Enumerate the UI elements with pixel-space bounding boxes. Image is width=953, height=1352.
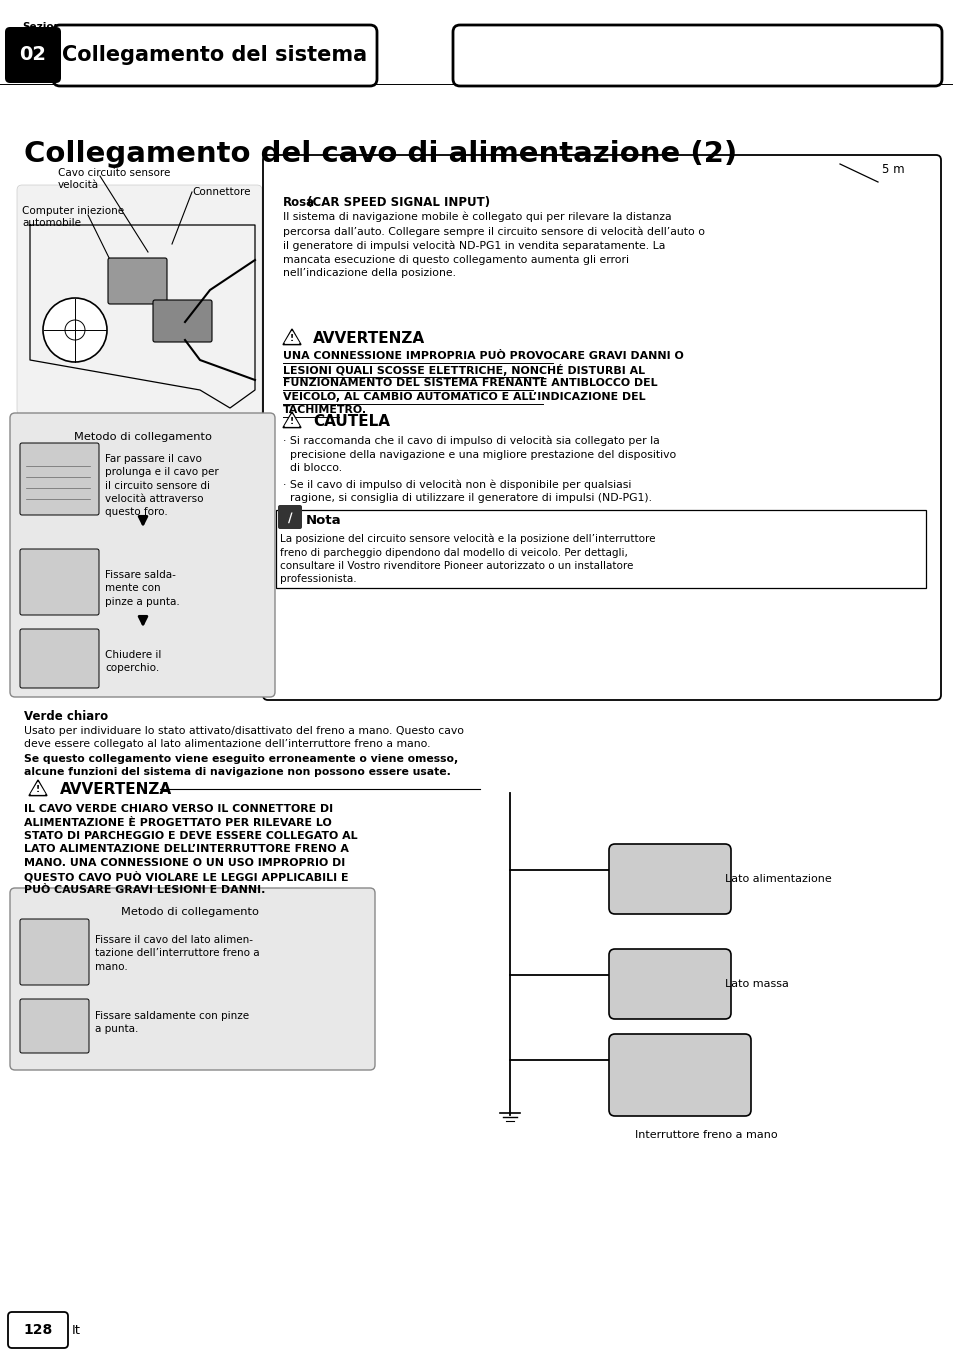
- Text: !: !: [290, 418, 294, 426]
- Text: CAUTELA: CAUTELA: [313, 414, 390, 429]
- Text: · Se il cavo di impulso di velocità non è disponibile per qualsiasi
  ragione, s: · Se il cavo di impulso di velocità non …: [283, 479, 651, 503]
- Text: 5 m: 5 m: [882, 164, 903, 176]
- Polygon shape: [30, 783, 45, 794]
- FancyBboxPatch shape: [20, 549, 99, 615]
- Text: Sezione: Sezione: [22, 22, 68, 32]
- Text: It: It: [71, 1324, 81, 1337]
- Text: La posizione del circuito sensore velocità e la posizione dell’interruttore
fren: La posizione del circuito sensore veloci…: [280, 534, 655, 584]
- Text: Fissare il cavo del lato alimen-
tazione dell’interruttore freno a
mano.: Fissare il cavo del lato alimen- tazione…: [95, 936, 259, 972]
- Text: Connettore: Connettore: [192, 187, 251, 197]
- Text: Fissare salda-
mente con
pinze a punta.: Fissare salda- mente con pinze a punta.: [105, 571, 179, 607]
- FancyBboxPatch shape: [608, 949, 730, 1019]
- Text: TACHIMETRO.: TACHIMETRO.: [283, 406, 367, 415]
- Text: VEICOLO, AL CAMBIO AUTOMATICO E ALL’INDICAZIONE DEL: VEICOLO, AL CAMBIO AUTOMATICO E ALL’INDI…: [283, 392, 645, 402]
- Text: Metodo di collegamento: Metodo di collegamento: [121, 907, 258, 917]
- FancyBboxPatch shape: [108, 258, 167, 304]
- Polygon shape: [283, 329, 301, 345]
- Polygon shape: [29, 780, 47, 796]
- Text: MANO. UNA CONNESSIONE O UN USO IMPROPRIO DI: MANO. UNA CONNESSIONE O UN USO IMPROPRIO…: [24, 859, 345, 868]
- Text: (CAR SPEED SIGNAL INPUT): (CAR SPEED SIGNAL INPUT): [303, 196, 490, 210]
- Text: Lato alimentazione: Lato alimentazione: [724, 873, 831, 884]
- FancyBboxPatch shape: [10, 412, 274, 698]
- Circle shape: [43, 297, 107, 362]
- FancyBboxPatch shape: [152, 300, 212, 342]
- FancyBboxPatch shape: [20, 629, 99, 688]
- Text: Interruttore freno a mano: Interruttore freno a mano: [635, 1130, 777, 1140]
- Text: PUÒ CAUSARE GRAVI LESIONI E DANNI.: PUÒ CAUSARE GRAVI LESIONI E DANNI.: [24, 886, 265, 895]
- FancyBboxPatch shape: [10, 888, 375, 1069]
- Polygon shape: [285, 415, 298, 426]
- Text: · Si raccomanda che il cavo di impulso di velocità sia collegato per la
  precis: · Si raccomanda che il cavo di impulso d…: [283, 435, 676, 473]
- FancyBboxPatch shape: [275, 510, 925, 588]
- Text: AVVERTENZA: AVVERTENZA: [313, 331, 425, 346]
- FancyBboxPatch shape: [277, 506, 302, 529]
- FancyBboxPatch shape: [263, 155, 940, 700]
- Text: Verde chiaro: Verde chiaro: [24, 710, 108, 723]
- Text: Metodo di collegamento: Metodo di collegamento: [74, 433, 212, 442]
- Text: Fissare saldamente con pinze
a punta.: Fissare saldamente con pinze a punta.: [95, 1011, 249, 1034]
- Text: FUNZIONAMENTO DEL SISTEMA FRENANTE ANTIBLOCCO DEL: FUNZIONAMENTO DEL SISTEMA FRENANTE ANTIB…: [283, 379, 657, 388]
- Text: Collegamento del cavo di alimentazione (2): Collegamento del cavo di alimentazione (…: [24, 141, 737, 168]
- Text: 128: 128: [24, 1324, 52, 1337]
- Text: Se questo collegamento viene eseguito erroneamente o viene omesso,
alcune funzio: Se questo collegamento viene eseguito er…: [24, 754, 457, 777]
- Text: Rosa: Rosa: [283, 196, 314, 210]
- Text: Usato per individuare lo stato attivato/disattivato del freno a mano. Questo cav: Usato per individuare lo stato attivato/…: [24, 726, 463, 749]
- Circle shape: [65, 320, 85, 339]
- Text: IL CAVO VERDE CHIARO VERSO IL CONNETTORE DI: IL CAVO VERDE CHIARO VERSO IL CONNETTORE…: [24, 804, 333, 814]
- FancyBboxPatch shape: [17, 185, 262, 415]
- Text: Collegamento del sistema: Collegamento del sistema: [62, 45, 367, 65]
- Text: ∕: ∕: [288, 511, 292, 525]
- Text: LATO ALIMENTAZIONE DELL’INTERRUTTORE FRENO A: LATO ALIMENTAZIONE DELL’INTERRUTTORE FRE…: [24, 845, 349, 854]
- Text: Cavo circuito sensore
velocità: Cavo circuito sensore velocità: [58, 168, 171, 189]
- Text: 02: 02: [19, 46, 47, 65]
- FancyBboxPatch shape: [608, 1034, 750, 1115]
- FancyBboxPatch shape: [53, 24, 376, 87]
- Text: Il sistema di navigazione mobile è collegato qui per rilevare la distanza
percor: Il sistema di navigazione mobile è colle…: [283, 212, 704, 279]
- Polygon shape: [285, 331, 298, 343]
- Text: UNA CONNESSIONE IMPROPRIA PUÒ PROVOCARE GRAVI DANNI O: UNA CONNESSIONE IMPROPRIA PUÒ PROVOCARE …: [283, 352, 683, 361]
- Text: ALIMENTAZIONE È PROGETTATO PER RILEVARE LO: ALIMENTAZIONE È PROGETTATO PER RILEVARE …: [24, 818, 332, 827]
- Text: Lato massa: Lato massa: [724, 979, 788, 990]
- FancyBboxPatch shape: [453, 24, 941, 87]
- Text: STATO DI PARCHEGGIO E DEVE ESSERE COLLEGATO AL: STATO DI PARCHEGGIO E DEVE ESSERE COLLEG…: [24, 831, 357, 841]
- Text: !: !: [290, 334, 294, 343]
- Text: Chiudere il
coperchio.: Chiudere il coperchio.: [105, 650, 161, 673]
- Text: Far passare il cavo
prolunga e il cavo per
il circuito sensore di
velocità attra: Far passare il cavo prolunga e il cavo p…: [105, 454, 218, 518]
- FancyBboxPatch shape: [20, 443, 99, 515]
- FancyBboxPatch shape: [8, 1311, 68, 1348]
- Text: LESIONI QUALI SCOSSE ELETTRICHE, NONCHÉ DISTURBI AL: LESIONI QUALI SCOSSE ELETTRICHE, NONCHÉ …: [283, 365, 644, 376]
- Text: AVVERTENZA: AVVERTENZA: [60, 781, 172, 796]
- FancyBboxPatch shape: [20, 919, 89, 986]
- Text: Nota: Nota: [306, 514, 341, 527]
- Polygon shape: [283, 412, 301, 427]
- Text: Computer iniezione
automobile: Computer iniezione automobile: [22, 206, 124, 227]
- FancyBboxPatch shape: [608, 844, 730, 914]
- FancyBboxPatch shape: [20, 999, 89, 1053]
- Text: QUESTO CAVO PUÒ VIOLARE LE LEGGI APPLICABILI E: QUESTO CAVO PUÒ VIOLARE LE LEGGI APPLICA…: [24, 872, 348, 883]
- Text: !: !: [36, 786, 40, 794]
- FancyBboxPatch shape: [5, 27, 61, 82]
